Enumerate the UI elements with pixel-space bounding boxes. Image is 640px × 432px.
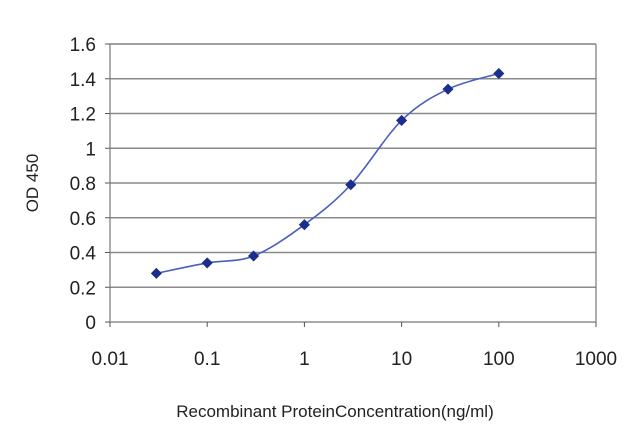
x-tick-label: 100 <box>483 349 515 370</box>
axes <box>105 43 597 327</box>
data-point-marker <box>298 219 310 231</box>
x-tick-label: 1000 <box>575 349 617 370</box>
y-tick-label: 1.4 <box>70 70 97 91</box>
data-point-marker <box>248 250 260 262</box>
x-tick-label: 1 <box>299 349 310 370</box>
x-tick-labels: 0.01 0.1 1 10 100 1000 <box>92 349 618 370</box>
y-tick-label: 0 <box>85 313 96 334</box>
x-tick-label: 0.01 <box>92 349 129 370</box>
x-tick-label: 10 <box>391 349 412 370</box>
series <box>150 67 505 279</box>
y-tick-label: 0.8 <box>70 174 96 195</box>
data-point-marker <box>442 83 454 95</box>
data-point-marker <box>150 267 162 279</box>
x-axis-title: Recombinant ProteinConcentration(ng/ml) <box>176 402 494 421</box>
data-point-marker <box>493 67 505 80</box>
y-tick-label: 0.4 <box>70 244 97 265</box>
y-tick-label: 0.6 <box>70 209 96 230</box>
y-tick-label: 1.2 <box>70 105 96 126</box>
y-tick-labels: 0 0.2 0.4 0.6 0.8 1 1.2 1.4 1.6 <box>70 35 97 334</box>
y-tick-label: 0.2 <box>70 278 96 299</box>
series-line <box>156 72 500 275</box>
data-point-marker <box>345 179 357 191</box>
y-tick-label: 1.6 <box>70 35 96 56</box>
data-point-marker <box>201 257 213 269</box>
y-tick-label: 1 <box>85 139 96 160</box>
y-axis-title: OD 450 <box>23 154 42 213</box>
x-tick-label: 0.1 <box>194 349 220 370</box>
data-point-marker <box>396 114 408 127</box>
